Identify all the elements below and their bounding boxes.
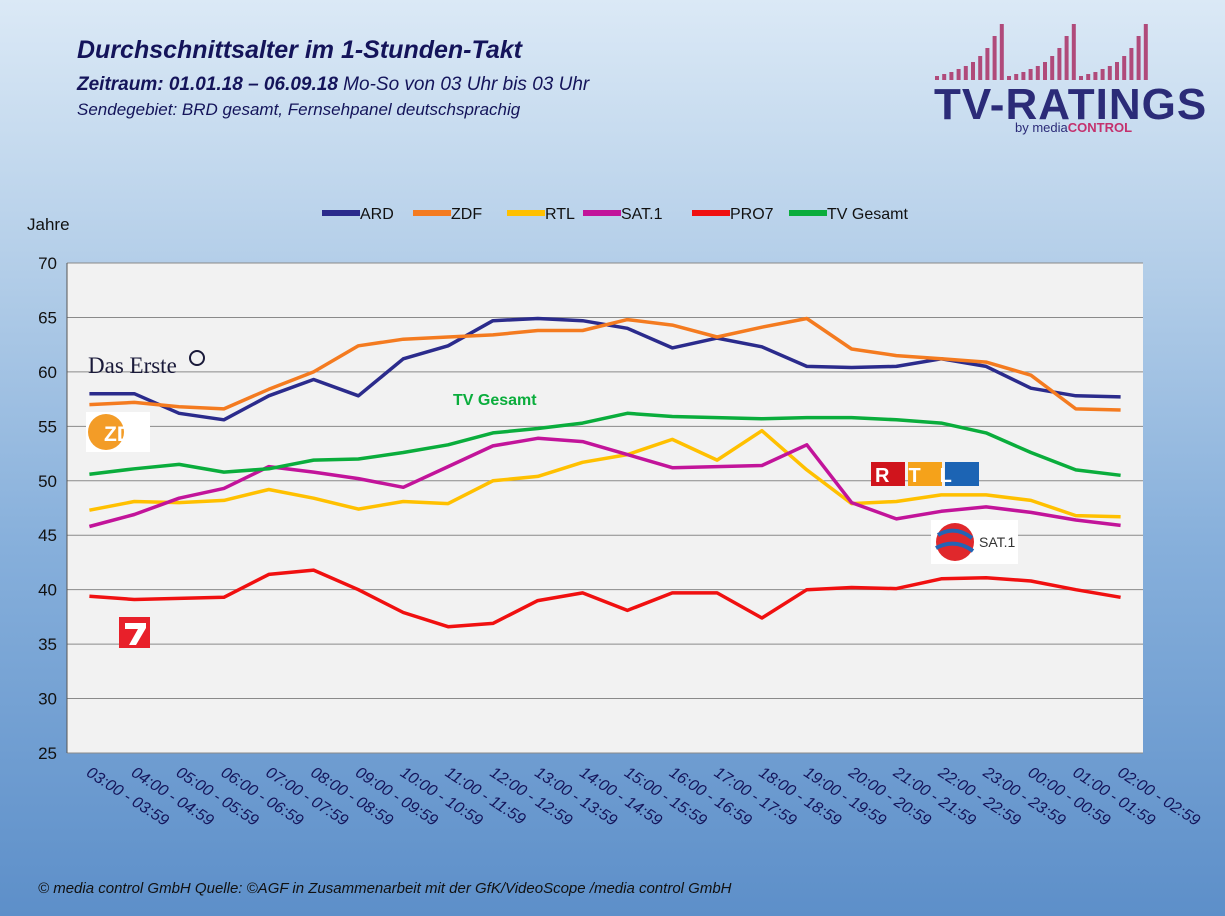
logo-bar <box>1143 24 1148 80</box>
logo-bars-icon <box>935 24 1148 80</box>
legend-label: RTL <box>545 206 575 223</box>
y-tick-label: 40 <box>38 581 57 600</box>
y-tick-label: 55 <box>38 417 57 436</box>
pro7-logo <box>119 617 150 648</box>
logo-bar <box>1071 24 1076 80</box>
logo-bar <box>1007 76 1011 80</box>
y-tick-label: 50 <box>38 472 57 491</box>
das-erste-logo-text: Das Erste <box>88 353 177 378</box>
tv-gesamt-annotation: TV Gesamt <box>453 392 537 409</box>
legend-label: TV Gesamt <box>827 206 908 223</box>
zdf-logo-text: ZDF <box>104 423 145 446</box>
logo-bar <box>985 48 990 80</box>
logo-bar <box>1079 76 1083 80</box>
logo-bar <box>1057 48 1062 80</box>
logo-bar <box>1064 36 1069 80</box>
logo-by-text: by media <box>1015 120 1068 135</box>
page-subtitle: Zeitraum: 01.01.18 – 06.09.18 Mo-So von … <box>77 74 589 96</box>
logo-bar <box>1028 69 1033 80</box>
y-tick-label: 35 <box>38 635 57 654</box>
series-lines <box>88 316 1121 629</box>
logo-bar <box>1043 62 1047 80</box>
y-tick-label: 25 <box>38 744 57 763</box>
logo-bar <box>963 66 968 80</box>
logo-bar <box>1035 66 1040 80</box>
y-tick-label: 70 <box>38 254 57 273</box>
source-footer: © media control GmbH Quelle: ©AGF in Zus… <box>38 880 732 897</box>
page-title: Durchschnittsalter im 1-Stunden-Takt <box>77 36 522 64</box>
series-line-pro7 <box>89 568 1121 629</box>
logo-bar <box>992 36 997 80</box>
y-tick-label: 60 <box>38 363 57 382</box>
series-line-rtl <box>89 428 1121 519</box>
logo-bar <box>1093 72 1098 80</box>
series-line-tv-gesamt <box>89 411 1121 478</box>
ard-one-icon <box>189 350 205 366</box>
logo-bar <box>1014 74 1019 80</box>
legend-label: ARD <box>360 206 394 223</box>
rtl-logo: RTL <box>871 462 979 487</box>
grid-lines <box>66 262 1143 754</box>
logo-bar <box>999 24 1004 80</box>
y-axis-label: Jahre <box>27 215 70 234</box>
logo-bar <box>935 76 939 80</box>
subtitle-period: Zeitraum: 01.01.18 – 06.09.18 <box>77 74 338 95</box>
logo-brand-text: CONTROL <box>1067 120 1133 135</box>
subtitle-days: Mo-So von 03 Uhr bis 03 Uhr <box>337 74 590 95</box>
logo-bar <box>949 72 954 80</box>
y-tick-label: 45 <box>38 526 57 545</box>
logo-bar <box>1021 72 1026 80</box>
pro7-seven-icon <box>125 623 146 645</box>
legend-label: ZDF <box>451 206 482 223</box>
logo-bar <box>1129 48 1134 80</box>
legend-label: PRO7 <box>730 206 774 223</box>
broadcast-region: Sendegebiet: BRD gesamt, Fernsehpanel de… <box>77 100 521 119</box>
y-tick-label: 65 <box>38 308 57 327</box>
logo-bar <box>1115 62 1119 80</box>
zdf-circle-icon <box>88 414 124 450</box>
logo-bar <box>956 69 961 80</box>
series-line-zdf <box>89 316 1121 412</box>
sat1-logo: SAT.1 <box>931 520 1018 564</box>
logo-bar <box>1107 66 1112 80</box>
zdf-logo: ZDF <box>86 412 150 452</box>
rtl-logo-text: RTL <box>875 465 971 487</box>
logo-bar <box>1122 56 1127 80</box>
logo-bar <box>942 74 947 80</box>
logo-bar <box>978 56 983 80</box>
legend: ARD ZDF RTL SAT.1 PRO7 TV Gesamt <box>322 206 908 223</box>
logo-bar <box>1136 36 1141 80</box>
das-erste-logo: Das Erste <box>88 350 205 378</box>
logo-bar <box>971 62 975 80</box>
y-tick-label: 30 <box>38 690 57 709</box>
logo-bar <box>1050 56 1055 80</box>
tv-ratings-logo-sub: by mediaCONTROL <box>1015 120 1132 135</box>
sat1-logo-text: SAT.1 <box>979 534 1016 550</box>
legend-label: SAT.1 <box>621 206 663 223</box>
tv-ratings-logo-text: TV-RATINGS <box>934 80 1208 129</box>
y-axis: 25 30 35 40 45 50 55 60 65 70 <box>38 254 57 763</box>
logo-bar <box>1100 69 1105 80</box>
logo-bar <box>1086 74 1091 80</box>
